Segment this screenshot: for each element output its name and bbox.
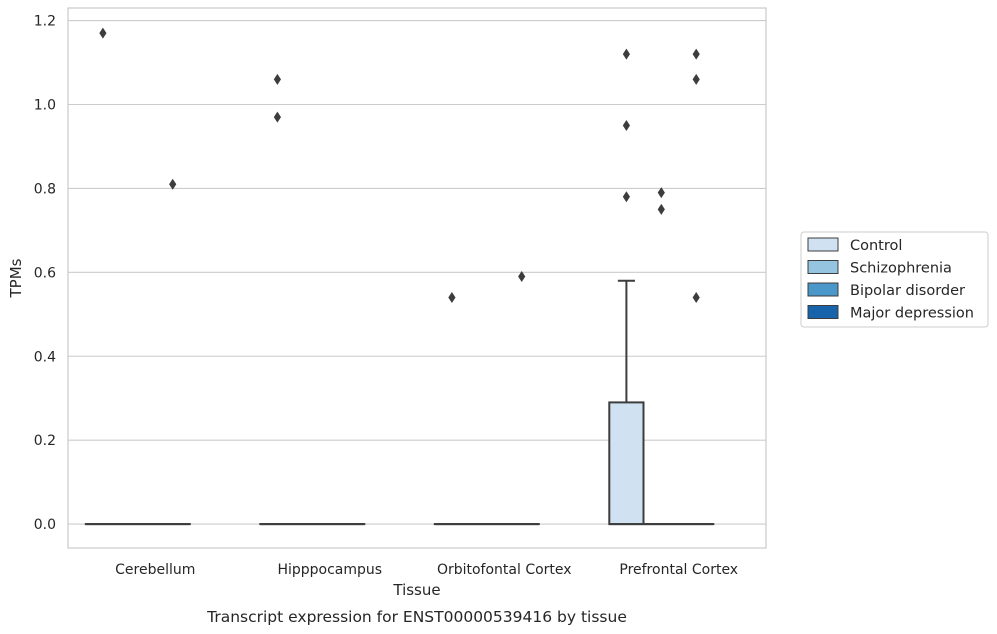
legend-item: Schizophrenia <box>807 260 952 277</box>
legend-frame <box>800 231 989 328</box>
x-tick-label: Orbitofontal Cortex <box>437 562 572 578</box>
legend-swatch <box>807 237 839 252</box>
legend-label: Major depression <box>850 306 974 322</box>
outlier-point <box>273 111 281 123</box>
x-tick-label: Prefrontal Cortex <box>619 562 738 578</box>
y-tick-label: 0.2 <box>34 433 56 449</box>
outlier-point <box>692 73 700 85</box>
legend-label: Control <box>850 238 902 254</box>
grid-lines <box>68 20 766 525</box>
boxes <box>84 279 715 526</box>
outlier-point <box>448 292 456 304</box>
x-tick-label: Hipppocampus <box>277 562 382 578</box>
y-tick-label: 0.0 <box>34 517 56 533</box>
box-body <box>608 401 645 526</box>
legend-label: Bipolar disorder <box>850 283 965 299</box>
legend-swatch <box>807 260 839 274</box>
y-axis-title: TPMs <box>7 258 25 298</box>
outlier-point <box>692 292 700 304</box>
x-axis-title: Tissue <box>392 581 440 599</box>
legend-label: Schizophrenia <box>850 261 952 277</box>
outlier-point <box>622 119 630 131</box>
legend-item: Bipolar disorder <box>807 282 965 299</box>
chart-caption: Transcript expression for ENST0000053941… <box>206 608 627 626</box>
outlier-point <box>622 191 630 203</box>
x-tick-label: Cerebellum <box>115 562 195 578</box>
outlier-point <box>657 203 665 215</box>
y-axis-ticks: 0.0 0.2 0.4 0.6 0.8 1.0 1.2 <box>34 14 56 533</box>
outlier-point <box>99 27 107 39</box>
legend-item: Control <box>807 237 902 254</box>
box-control <box>608 279 645 526</box>
outlier-point <box>657 187 665 199</box>
legend: Control Schizophrenia Bipolar disorder Majo… <box>800 231 989 328</box>
legend-swatch <box>807 305 839 319</box>
y-tick-label: 0.4 <box>34 349 56 365</box>
y-tick-label: 0.6 <box>34 265 56 281</box>
plot-frame <box>67 7 767 549</box>
y-tick-label: 1.2 <box>34 14 56 30</box>
outlier-point <box>273 73 281 85</box>
outlier-point <box>692 48 700 60</box>
legend-swatch <box>807 282 839 297</box>
y-tick-label: 1.0 <box>34 98 56 114</box>
outlier-point <box>169 178 177 190</box>
outliers <box>99 27 700 304</box>
legend-item: Major depression <box>807 305 974 322</box>
outlier-point <box>622 48 630 60</box>
x-axis-ticks: Cerebellum Hipppocampus Orbitofontal Corte… <box>115 562 738 578</box>
y-tick-label: 0.8 <box>34 181 56 197</box>
outlier-point <box>518 271 526 283</box>
